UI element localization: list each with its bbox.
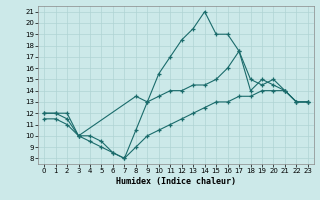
X-axis label: Humidex (Indice chaleur): Humidex (Indice chaleur) <box>116 177 236 186</box>
